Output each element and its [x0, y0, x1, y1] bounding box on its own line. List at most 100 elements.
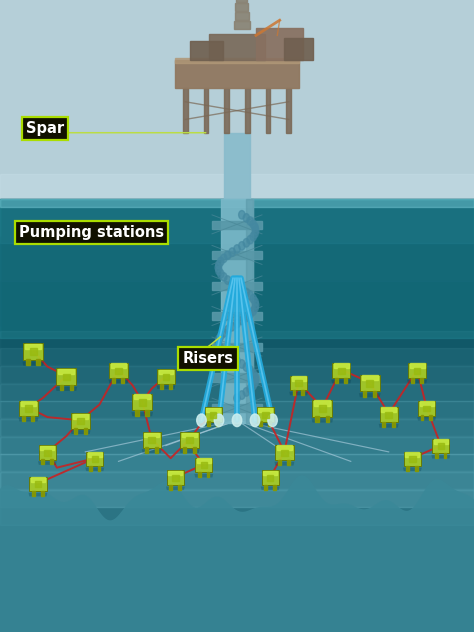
Polygon shape [71, 430, 91, 434]
Bar [175, 59, 299, 88]
Polygon shape [274, 462, 294, 466]
Text: Spar: Spar [26, 121, 64, 136]
Circle shape [218, 257, 224, 265]
Bar [70, 385, 73, 391]
Bar [362, 375, 378, 380]
Circle shape [215, 338, 221, 346]
Circle shape [252, 372, 258, 380]
Polygon shape [131, 412, 153, 416]
Bar [385, 412, 392, 418]
Bar [266, 88, 271, 133]
Text: Pumping stations: Pumping stations [19, 225, 164, 240]
Bar [435, 453, 438, 458]
Bar [380, 407, 398, 422]
Bar [0, 199, 474, 243]
Bar [157, 369, 174, 384]
Bar [155, 447, 158, 453]
Bar [172, 475, 179, 481]
Bar [245, 88, 250, 133]
Circle shape [216, 260, 222, 269]
Bar [198, 472, 201, 477]
Polygon shape [194, 474, 213, 477]
Bar [236, 0, 247, 2]
Bar [262, 412, 269, 418]
Circle shape [229, 248, 236, 257]
Bar [312, 400, 332, 416]
Bar [138, 399, 146, 406]
Polygon shape [289, 392, 308, 395]
Bar [186, 437, 193, 443]
Bar [212, 374, 262, 382]
Bar [86, 451, 103, 466]
Bar [287, 460, 291, 465]
Bar [111, 363, 126, 368]
Bar [41, 459, 44, 465]
Circle shape [250, 369, 256, 377]
Bar [344, 378, 347, 383]
Bar [418, 401, 435, 416]
Bar [192, 447, 196, 453]
Bar [32, 491, 35, 496]
Bar [210, 412, 217, 418]
Circle shape [229, 353, 236, 362]
Bar [212, 251, 262, 259]
Text: Risers: Risers [182, 351, 234, 367]
Bar [301, 390, 304, 395]
Bar [0, 199, 474, 338]
Bar [29, 348, 37, 355]
Bar [144, 432, 159, 437]
Bar [235, 12, 249, 20]
Circle shape [234, 245, 240, 253]
Circle shape [234, 356, 240, 365]
Bar [338, 368, 345, 374]
Bar [56, 368, 76, 385]
Bar [23, 343, 43, 360]
Bar [0, 490, 474, 525]
Bar [392, 422, 395, 427]
Bar [58, 369, 74, 374]
Bar [206, 408, 220, 412]
Circle shape [238, 210, 245, 219]
Circle shape [238, 316, 245, 325]
Bar [284, 37, 313, 59]
Bar [334, 363, 349, 368]
Bar [112, 378, 115, 383]
Circle shape [214, 414, 224, 427]
Bar [273, 485, 276, 490]
Circle shape [218, 344, 224, 353]
Bar [314, 401, 330, 406]
Bar [31, 477, 45, 482]
Bar [29, 477, 46, 492]
Bar [363, 391, 366, 397]
Bar [444, 453, 447, 458]
Bar [221, 199, 253, 423]
Circle shape [250, 220, 256, 228]
Bar [50, 459, 53, 465]
Polygon shape [166, 487, 185, 490]
Bar [381, 408, 396, 412]
Bar [278, 460, 281, 465]
Circle shape [243, 313, 250, 322]
Bar [207, 422, 210, 427]
Circle shape [247, 291, 254, 300]
Polygon shape [18, 418, 38, 422]
Circle shape [216, 267, 222, 275]
Bar [72, 413, 90, 428]
Bar [167, 470, 184, 485]
Polygon shape [261, 487, 280, 490]
Bar [148, 437, 155, 443]
Circle shape [238, 241, 245, 250]
Circle shape [215, 264, 221, 272]
Bar [136, 410, 138, 416]
Circle shape [220, 254, 227, 263]
Bar [178, 485, 181, 490]
Circle shape [234, 394, 240, 403]
Circle shape [243, 238, 250, 247]
Bar [212, 282, 262, 290]
Bar [267, 475, 273, 481]
Bar [134, 394, 150, 399]
Polygon shape [417, 417, 436, 420]
Bar [292, 390, 295, 395]
Bar [258, 408, 273, 412]
Bar [209, 34, 265, 59]
